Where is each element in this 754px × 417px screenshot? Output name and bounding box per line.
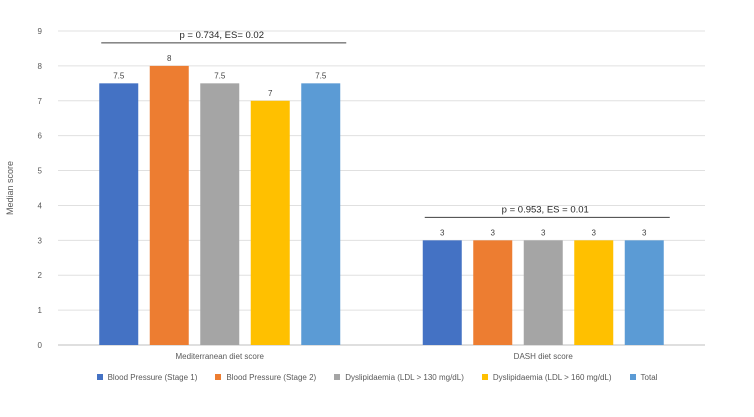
data-label: 7.5: [113, 71, 125, 80]
legend-item: Blood Pressure (Stage 2): [215, 373, 316, 382]
legend-label: Blood Pressure (Stage 1): [107, 372, 198, 382]
y-tick-label: 9: [38, 27, 43, 36]
y-tick-label: 7: [38, 97, 43, 106]
x-category-label: DASH diet score: [514, 352, 574, 361]
legend-swatch: [481, 374, 488, 380]
annotation-text: p = 0.734, ES= 0.02: [179, 30, 264, 41]
legend-label: Dyslipidaemia (LDL > 160 mg/dL): [492, 372, 612, 382]
legend-swatch: [96, 374, 103, 380]
annotation-text: p = 0.953, ES = 0.01: [502, 204, 589, 215]
legend-item: Blood Pressure (Stage 1): [96, 372, 198, 382]
bar: [574, 240, 614, 345]
y-axis-label: Median score: [5, 161, 15, 215]
data-label: 3: [440, 228, 445, 237]
data-label: 3: [541, 228, 546, 237]
bar: [149, 65, 189, 345]
y-tick-label: 8: [38, 62, 43, 71]
data-label: 8: [167, 54, 172, 63]
bar: [624, 240, 664, 345]
data-label: 3: [592, 228, 597, 237]
legend-item: Dyslipidaemia (LDL > 160 mg/dL): [481, 372, 612, 382]
bar: [422, 240, 462, 345]
y-tick-label: 2: [38, 271, 43, 280]
y-tick-label: 3: [38, 236, 43, 245]
y-tick-label: 0: [38, 341, 43, 350]
bar: [99, 83, 139, 345]
bar: [473, 240, 513, 345]
x-category-labels: Mediterranean diet score DASH diet score: [176, 352, 574, 361]
bars: [99, 65, 664, 346]
legend-item: Dyslipidaemia (LDL > 130 mg/dL): [334, 373, 464, 382]
legend-swatch: [629, 374, 636, 380]
legend-swatch: [334, 374, 341, 380]
legend: Blood Pressure (Stage 1) Blood Pressure (…: [0, 369, 754, 385]
y-tick-labels: 0 1 2 3 4 5 6 7 8 9: [38, 27, 43, 350]
data-label: 3: [491, 228, 496, 237]
legend-label: Dyslipidaemia (LDL > 130 mg/dL): [345, 372, 464, 382]
bar: [301, 83, 341, 345]
legend-item: Total: [629, 372, 658, 382]
y-tick-label: 5: [38, 167, 43, 176]
data-label: 7.5: [315, 71, 327, 80]
annotations: p = 0.734, ES= 0.02 p = 0.953, ES = 0.01: [101, 30, 670, 218]
y-tick-label: 4: [38, 201, 43, 210]
data-label: 3: [642, 228, 647, 237]
legend-label: Total: [640, 372, 658, 382]
x-category-label: Mediterranean diet score: [176, 352, 265, 361]
data-label: 7: [268, 89, 273, 98]
bar: [250, 100, 290, 346]
data-labels: 7.5 8 7.5 7 7.5 3 3 3 3 3: [113, 54, 647, 237]
bar: [523, 240, 563, 345]
y-tick-label: 1: [38, 306, 43, 315]
legend-label: Blood Pressure (Stage 2): [226, 372, 317, 382]
legend-swatch: [215, 374, 222, 380]
bar: [200, 83, 240, 345]
y-tick-label: 6: [38, 132, 43, 141]
data-label: 7.5: [214, 71, 226, 80]
